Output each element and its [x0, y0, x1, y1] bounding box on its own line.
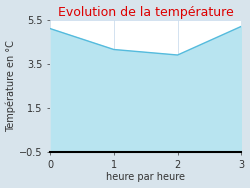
X-axis label: heure par heure: heure par heure: [106, 172, 185, 182]
Y-axis label: Température en °C: Température en °C: [6, 40, 16, 132]
Title: Evolution de la température: Evolution de la température: [58, 6, 234, 19]
